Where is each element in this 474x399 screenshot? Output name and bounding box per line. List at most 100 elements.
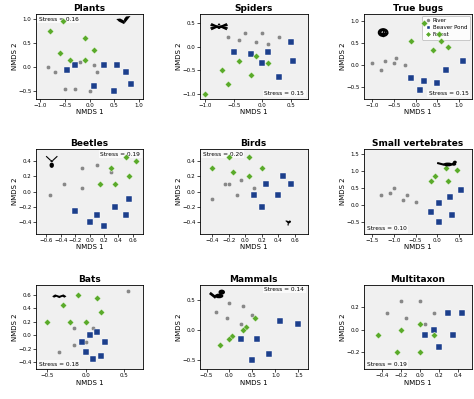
- Text: Stress = 0.19: Stress = 0.19: [100, 152, 140, 157]
- Point: [70, 325, 78, 332]
- Point: [93, 329, 101, 335]
- Y-axis label: NMDS 2: NMDS 2: [340, 313, 346, 341]
- Point: [407, 38, 415, 44]
- Point: [433, 80, 441, 86]
- Point: [390, 185, 398, 192]
- Y-axis label: NMDS 2: NMDS 2: [12, 313, 18, 341]
- Point: [217, 342, 224, 348]
- Point: [93, 162, 100, 168]
- Legend: River, Beaver Pond, Forest: River, Beaver Pond, Forest: [422, 16, 470, 40]
- Point: [258, 30, 266, 36]
- Point: [113, 61, 120, 68]
- Point: [264, 48, 272, 55]
- Point: [429, 46, 437, 53]
- Point: [397, 298, 405, 304]
- Point: [91, 61, 98, 68]
- Point: [412, 198, 419, 205]
- Point: [122, 154, 129, 160]
- Circle shape: [453, 161, 457, 164]
- Point: [221, 181, 228, 187]
- Point: [247, 51, 255, 57]
- X-axis label: NMDS 1: NMDS 1: [404, 379, 431, 385]
- Point: [448, 212, 456, 218]
- Point: [275, 74, 283, 81]
- Point: [56, 49, 64, 56]
- Point: [79, 184, 86, 191]
- Point: [430, 310, 438, 316]
- Title: Spiders: Spiders: [235, 4, 273, 13]
- Point: [436, 31, 443, 37]
- Point: [253, 336, 261, 342]
- Point: [226, 300, 233, 306]
- Text: Stress = 0.18: Stress = 0.18: [39, 361, 79, 367]
- X-axis label: NMDS 1: NMDS 1: [76, 109, 103, 115]
- Point: [416, 321, 424, 327]
- Point: [100, 223, 108, 229]
- Point: [124, 288, 132, 294]
- Point: [392, 55, 400, 62]
- Point: [264, 41, 272, 48]
- Point: [64, 66, 71, 73]
- Point: [81, 57, 89, 63]
- Point: [81, 35, 89, 41]
- Point: [125, 196, 133, 202]
- Title: Multitaxon: Multitaxon: [390, 275, 445, 284]
- Text: Stress = 0.16: Stress = 0.16: [39, 16, 79, 22]
- Point: [93, 295, 101, 301]
- Point: [110, 88, 118, 95]
- Point: [43, 318, 51, 325]
- Point: [224, 81, 232, 88]
- Point: [59, 18, 66, 24]
- Point: [46, 28, 54, 34]
- Point: [122, 69, 130, 75]
- Ellipse shape: [50, 160, 53, 162]
- PathPatch shape: [52, 294, 66, 298]
- Point: [237, 320, 245, 327]
- Point: [250, 192, 257, 199]
- Point: [247, 72, 255, 78]
- Point: [401, 62, 409, 68]
- Point: [229, 169, 237, 176]
- Text: Stress = 0.15: Stress = 0.15: [264, 91, 304, 96]
- Point: [436, 219, 443, 225]
- Point: [224, 34, 232, 41]
- Point: [458, 310, 466, 316]
- Point: [420, 77, 428, 84]
- Title: Plants: Plants: [73, 4, 106, 13]
- Point: [262, 181, 270, 187]
- Y-axis label: NMDS 2: NMDS 2: [176, 178, 182, 205]
- Point: [236, 58, 243, 64]
- Point: [287, 181, 295, 187]
- Point: [275, 192, 283, 199]
- Y-axis label: NMDS 2: NMDS 2: [176, 42, 182, 70]
- Point: [71, 86, 79, 92]
- Point: [449, 332, 456, 338]
- X-axis label: NMDS 1: NMDS 1: [240, 244, 267, 250]
- Point: [208, 196, 216, 202]
- Point: [86, 332, 93, 338]
- Point: [241, 30, 249, 36]
- Point: [383, 310, 391, 316]
- Point: [78, 339, 86, 345]
- Point: [368, 60, 376, 66]
- X-axis label: NMDS 1: NMDS 1: [240, 109, 267, 115]
- Title: Bats: Bats: [78, 275, 101, 284]
- Point: [444, 310, 452, 316]
- PathPatch shape: [222, 288, 223, 290]
- Point: [397, 326, 405, 333]
- Point: [442, 165, 449, 171]
- Point: [107, 165, 115, 172]
- Point: [90, 356, 97, 362]
- Point: [51, 69, 59, 75]
- Point: [90, 325, 97, 332]
- Point: [290, 58, 297, 64]
- Text: Stress = 0.19: Stress = 0.19: [367, 361, 407, 367]
- Point: [66, 318, 74, 325]
- Point: [431, 173, 439, 180]
- Point: [438, 38, 445, 44]
- X-axis label: NMDS 1: NMDS 1: [76, 244, 103, 250]
- Point: [435, 343, 443, 350]
- Point: [74, 292, 82, 298]
- Y-axis label: NMDS 2: NMDS 2: [12, 178, 18, 205]
- Point: [294, 320, 302, 327]
